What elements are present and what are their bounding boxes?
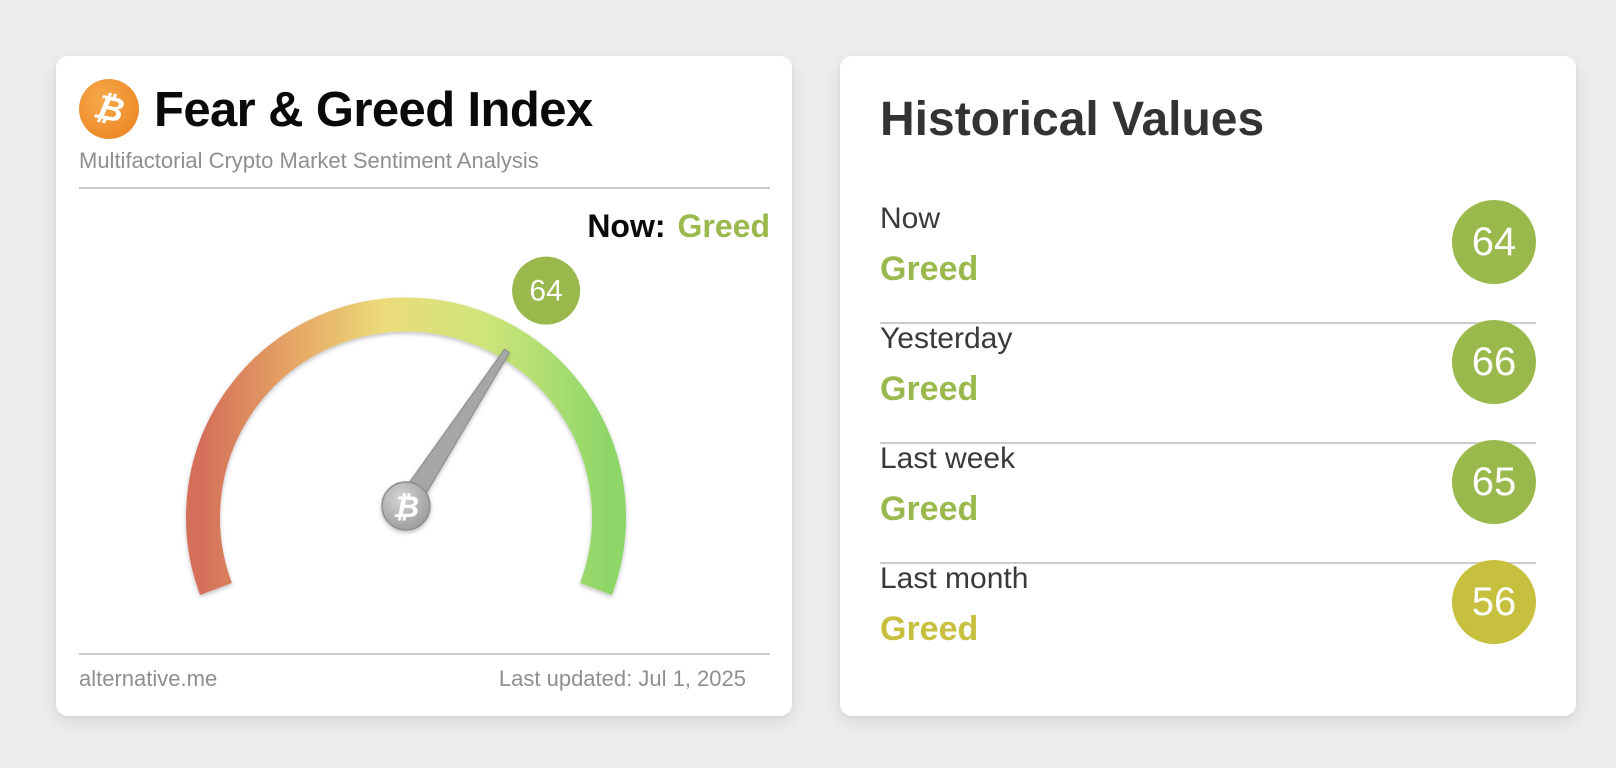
gauge: ₿ 64 (186, 256, 626, 595)
history-row-yesterday: Yesterday Greed 66 (880, 320, 1536, 444)
gauge-value-badge: 64 (512, 256, 581, 325)
history-value-badge: 66 (1452, 320, 1536, 404)
divider (79, 653, 770, 655)
history-value-badge: 56 (1452, 560, 1536, 644)
history-label: Last month (880, 562, 1029, 595)
now-status: Now: Greed (587, 208, 770, 245)
source-link[interactable]: alternative.me (79, 666, 218, 691)
history-row-last-month: Last month Greed 56 (880, 560, 1536, 684)
historical-values-card: Historical Values Now Greed 64 Yesterday… (840, 56, 1576, 716)
needle-hub: ₿ (381, 481, 431, 531)
last-updated: Last updated: Jul 1, 2025 (498, 666, 746, 691)
history-value-badge: 64 (1452, 200, 1536, 284)
history-classification: Greed (880, 370, 979, 408)
history-classification: Greed (880, 610, 979, 648)
now-label: Now: (587, 208, 666, 244)
history-label: Now (880, 202, 941, 235)
page-title: Fear & Greed Index (154, 83, 593, 137)
history-value-badge: 65 (1452, 440, 1536, 524)
subtitle: Multifactorial Crypto Market Sentiment A… (79, 148, 539, 173)
gauge-arc (186, 297, 626, 595)
history-row-now: Now Greed 64 (880, 200, 1536, 324)
fear-greed-card: ₿ Fear & Greed Index Multifactorial Cryp… (56, 56, 792, 716)
bitcoin-icon: ₿ (393, 490, 419, 525)
divider (79, 187, 770, 189)
history-label: Last week (880, 442, 1016, 475)
history-label: Yesterday (880, 322, 1013, 355)
gauge-value: 64 (529, 275, 562, 308)
history-classification: Greed (880, 250, 979, 288)
now-value: Greed (677, 208, 770, 244)
history-classification: Greed (880, 490, 979, 528)
historical-title: Historical Values (880, 93, 1265, 146)
bitcoin-icon: ₿ (79, 79, 139, 139)
history-row-last-week: Last week Greed 65 (880, 440, 1536, 564)
